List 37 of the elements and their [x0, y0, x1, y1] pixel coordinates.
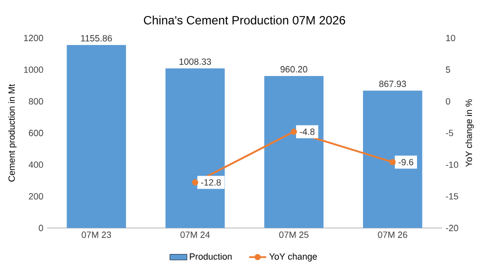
y2-tick-label: 5 [446, 66, 450, 73]
legend-label: YoY change [269, 253, 317, 262]
bar [362, 90, 422, 228]
y2-tick-label: -10 [446, 161, 458, 168]
y-tick-label: 400 [28, 161, 44, 168]
bar [66, 44, 126, 228]
data-label: -9.6 [398, 158, 414, 166]
y-tick-label: 1000 [24, 66, 44, 73]
y2-tick-label: -15 [446, 193, 458, 200]
point [192, 179, 198, 186]
chart-title: China's Cement Production 07M 2026 [144, 16, 346, 24]
y2-tick-label: -5 [446, 130, 454, 136]
data-label: -4.8 [300, 128, 315, 135]
data-label: 1155.86 [81, 35, 112, 42]
point [290, 128, 297, 135]
bar [264, 76, 324, 228]
x-tick-label: 07M 25 [279, 232, 308, 238]
x-tick-label: 07M 24 [180, 232, 210, 238]
x-tick-label: 07M 23 [82, 232, 111, 238]
y-tick-label: 200 [28, 193, 44, 200]
y2-axis-title: YoY change in % [465, 99, 474, 167]
data-label: 1008.33 [180, 58, 211, 65]
y-axis-title: Cement production in Mt [8, 84, 17, 182]
y-tick-label: 600 [28, 130, 44, 136]
y2-tick-label: 10 [446, 34, 456, 42]
y-tick-label: 0 [38, 224, 44, 232]
y-tick-label: 800 [28, 98, 44, 105]
legend-label: Production [190, 253, 232, 260]
data-label: -12.8 [201, 179, 221, 186]
y-tick-label: 1200 [24, 34, 44, 42]
y2-tick-label: 0 [446, 98, 450, 105]
x-tick-label: 07M 26 [378, 232, 408, 238]
y2-tick-label: -20 [446, 224, 458, 232]
data-label: 960.20 [280, 66, 308, 72]
data-label: 867.93 [379, 80, 406, 88]
point [390, 159, 396, 166]
bar [165, 68, 225, 228]
